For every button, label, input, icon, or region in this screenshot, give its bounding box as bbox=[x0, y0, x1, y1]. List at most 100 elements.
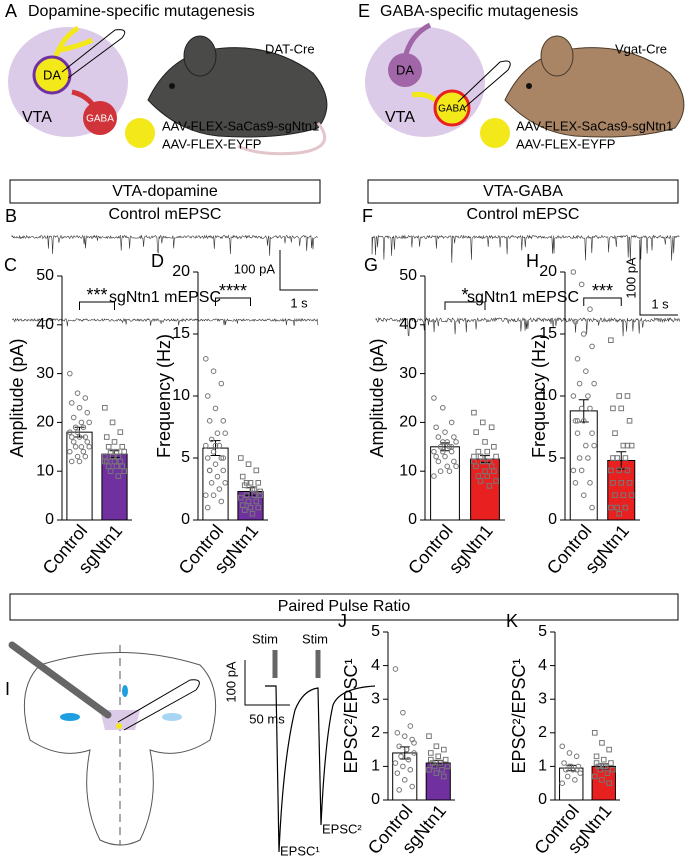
data-point bbox=[572, 777, 578, 783]
data-point bbox=[566, 763, 573, 770]
panel-label: D bbox=[151, 251, 164, 271]
data-point bbox=[574, 356, 581, 362]
data-point bbox=[608, 760, 614, 766]
data-point bbox=[488, 424, 495, 431]
y-tick-label: 5 bbox=[181, 449, 190, 466]
stim-label: Stim bbox=[302, 631, 328, 646]
data-point bbox=[475, 448, 482, 455]
data-point bbox=[580, 331, 587, 337]
data-point bbox=[218, 455, 225, 461]
data-point bbox=[439, 766, 445, 773]
data-point bbox=[203, 492, 209, 499]
data-point bbox=[76, 458, 83, 465]
data-point bbox=[444, 763, 451, 770]
banner-text: VTA-GABA bbox=[483, 183, 563, 200]
scale-bar bbox=[639, 240, 678, 316]
data-point bbox=[245, 461, 252, 467]
data-point bbox=[206, 418, 213, 424]
data-point bbox=[491, 468, 497, 474]
data-point bbox=[608, 337, 614, 343]
data-point bbox=[396, 743, 402, 750]
data-point bbox=[210, 368, 217, 375]
data-point bbox=[587, 306, 593, 313]
data-point bbox=[441, 746, 447, 753]
data-point bbox=[446, 468, 453, 475]
data-point bbox=[435, 753, 442, 760]
data-point bbox=[591, 730, 598, 736]
data-point bbox=[587, 405, 593, 412]
data-point bbox=[622, 504, 629, 511]
data-point bbox=[203, 356, 209, 362]
x-tick-label: sgNtn1 bbox=[445, 521, 497, 578]
data-point bbox=[70, 439, 77, 445]
data-point bbox=[210, 449, 217, 455]
data-point bbox=[103, 434, 110, 440]
data-point bbox=[78, 419, 85, 426]
region bbox=[60, 713, 80, 721]
y-axis-label: Amplitude (pA) bbox=[7, 338, 27, 457]
y-tick-label: 3 bbox=[371, 690, 380, 707]
panel-label: C bbox=[4, 255, 17, 275]
data-point bbox=[102, 458, 108, 465]
data-point bbox=[218, 380, 225, 387]
data-point bbox=[431, 448, 437, 455]
data-point bbox=[618, 480, 625, 486]
data-point bbox=[433, 453, 439, 460]
y-tick-label: 2 bbox=[538, 724, 547, 741]
data-point bbox=[243, 492, 250, 498]
y-tick-label: 40 bbox=[399, 316, 417, 333]
data-point bbox=[451, 458, 457, 465]
banner-text: VTA-dopamine bbox=[112, 183, 218, 200]
data-point bbox=[484, 473, 491, 479]
data-point bbox=[566, 750, 573, 756]
virus-label: AAV-FLEX-EYFP bbox=[516, 136, 615, 151]
data-point bbox=[115, 473, 122, 479]
data-point bbox=[574, 418, 581, 424]
data-point bbox=[437, 760, 443, 766]
data-point bbox=[612, 430, 618, 436]
data-point bbox=[618, 405, 625, 412]
data-point bbox=[442, 429, 448, 435]
data-point bbox=[578, 281, 585, 288]
da-cell bbox=[388, 53, 422, 87]
region-label: VTA bbox=[22, 109, 52, 126]
y-tick-label: 30 bbox=[399, 365, 417, 382]
y-tick-label: 10 bbox=[36, 462, 54, 479]
y-tick-label: 0 bbox=[538, 791, 547, 808]
data-point bbox=[608, 467, 614, 474]
y-tick-label: 5 bbox=[371, 623, 380, 640]
data-point bbox=[616, 511, 622, 517]
panel-label: G bbox=[364, 255, 378, 275]
data-point bbox=[585, 455, 591, 461]
panel-label: F bbox=[362, 206, 373, 226]
panel-label: A bbox=[5, 1, 17, 21]
data-point bbox=[471, 453, 477, 460]
data-point bbox=[396, 787, 402, 793]
data-point bbox=[212, 405, 219, 412]
data-point bbox=[111, 439, 118, 445]
y-axis-label: Amplitude (pA) bbox=[367, 338, 387, 457]
data-point bbox=[477, 453, 484, 460]
data-point bbox=[580, 418, 587, 424]
data-point bbox=[400, 709, 406, 716]
y-tick-label: 4 bbox=[538, 657, 547, 674]
y-tick-label: 0 bbox=[408, 511, 417, 528]
data-point bbox=[610, 405, 616, 412]
data-point bbox=[67, 429, 73, 435]
data-point bbox=[493, 453, 499, 460]
data-point bbox=[624, 442, 631, 449]
data-point bbox=[255, 504, 262, 511]
data-point bbox=[428, 756, 434, 763]
data-point bbox=[257, 492, 263, 498]
data-point bbox=[204, 504, 211, 511]
data-point bbox=[595, 763, 602, 770]
data-point bbox=[486, 483, 493, 489]
y-tick-label: 0 bbox=[45, 511, 54, 528]
virus-label: AAV-FLEX-SaCas9-sgNtn1 bbox=[162, 118, 319, 133]
data-point bbox=[84, 409, 91, 416]
y-axis-label: EPSC²/EPSC¹ bbox=[509, 658, 529, 773]
y-tick-label: 20 bbox=[539, 263, 557, 280]
data-point bbox=[238, 455, 244, 461]
virus-label: AAV-FLEX-EYFP bbox=[162, 136, 261, 151]
data-point bbox=[578, 405, 585, 412]
